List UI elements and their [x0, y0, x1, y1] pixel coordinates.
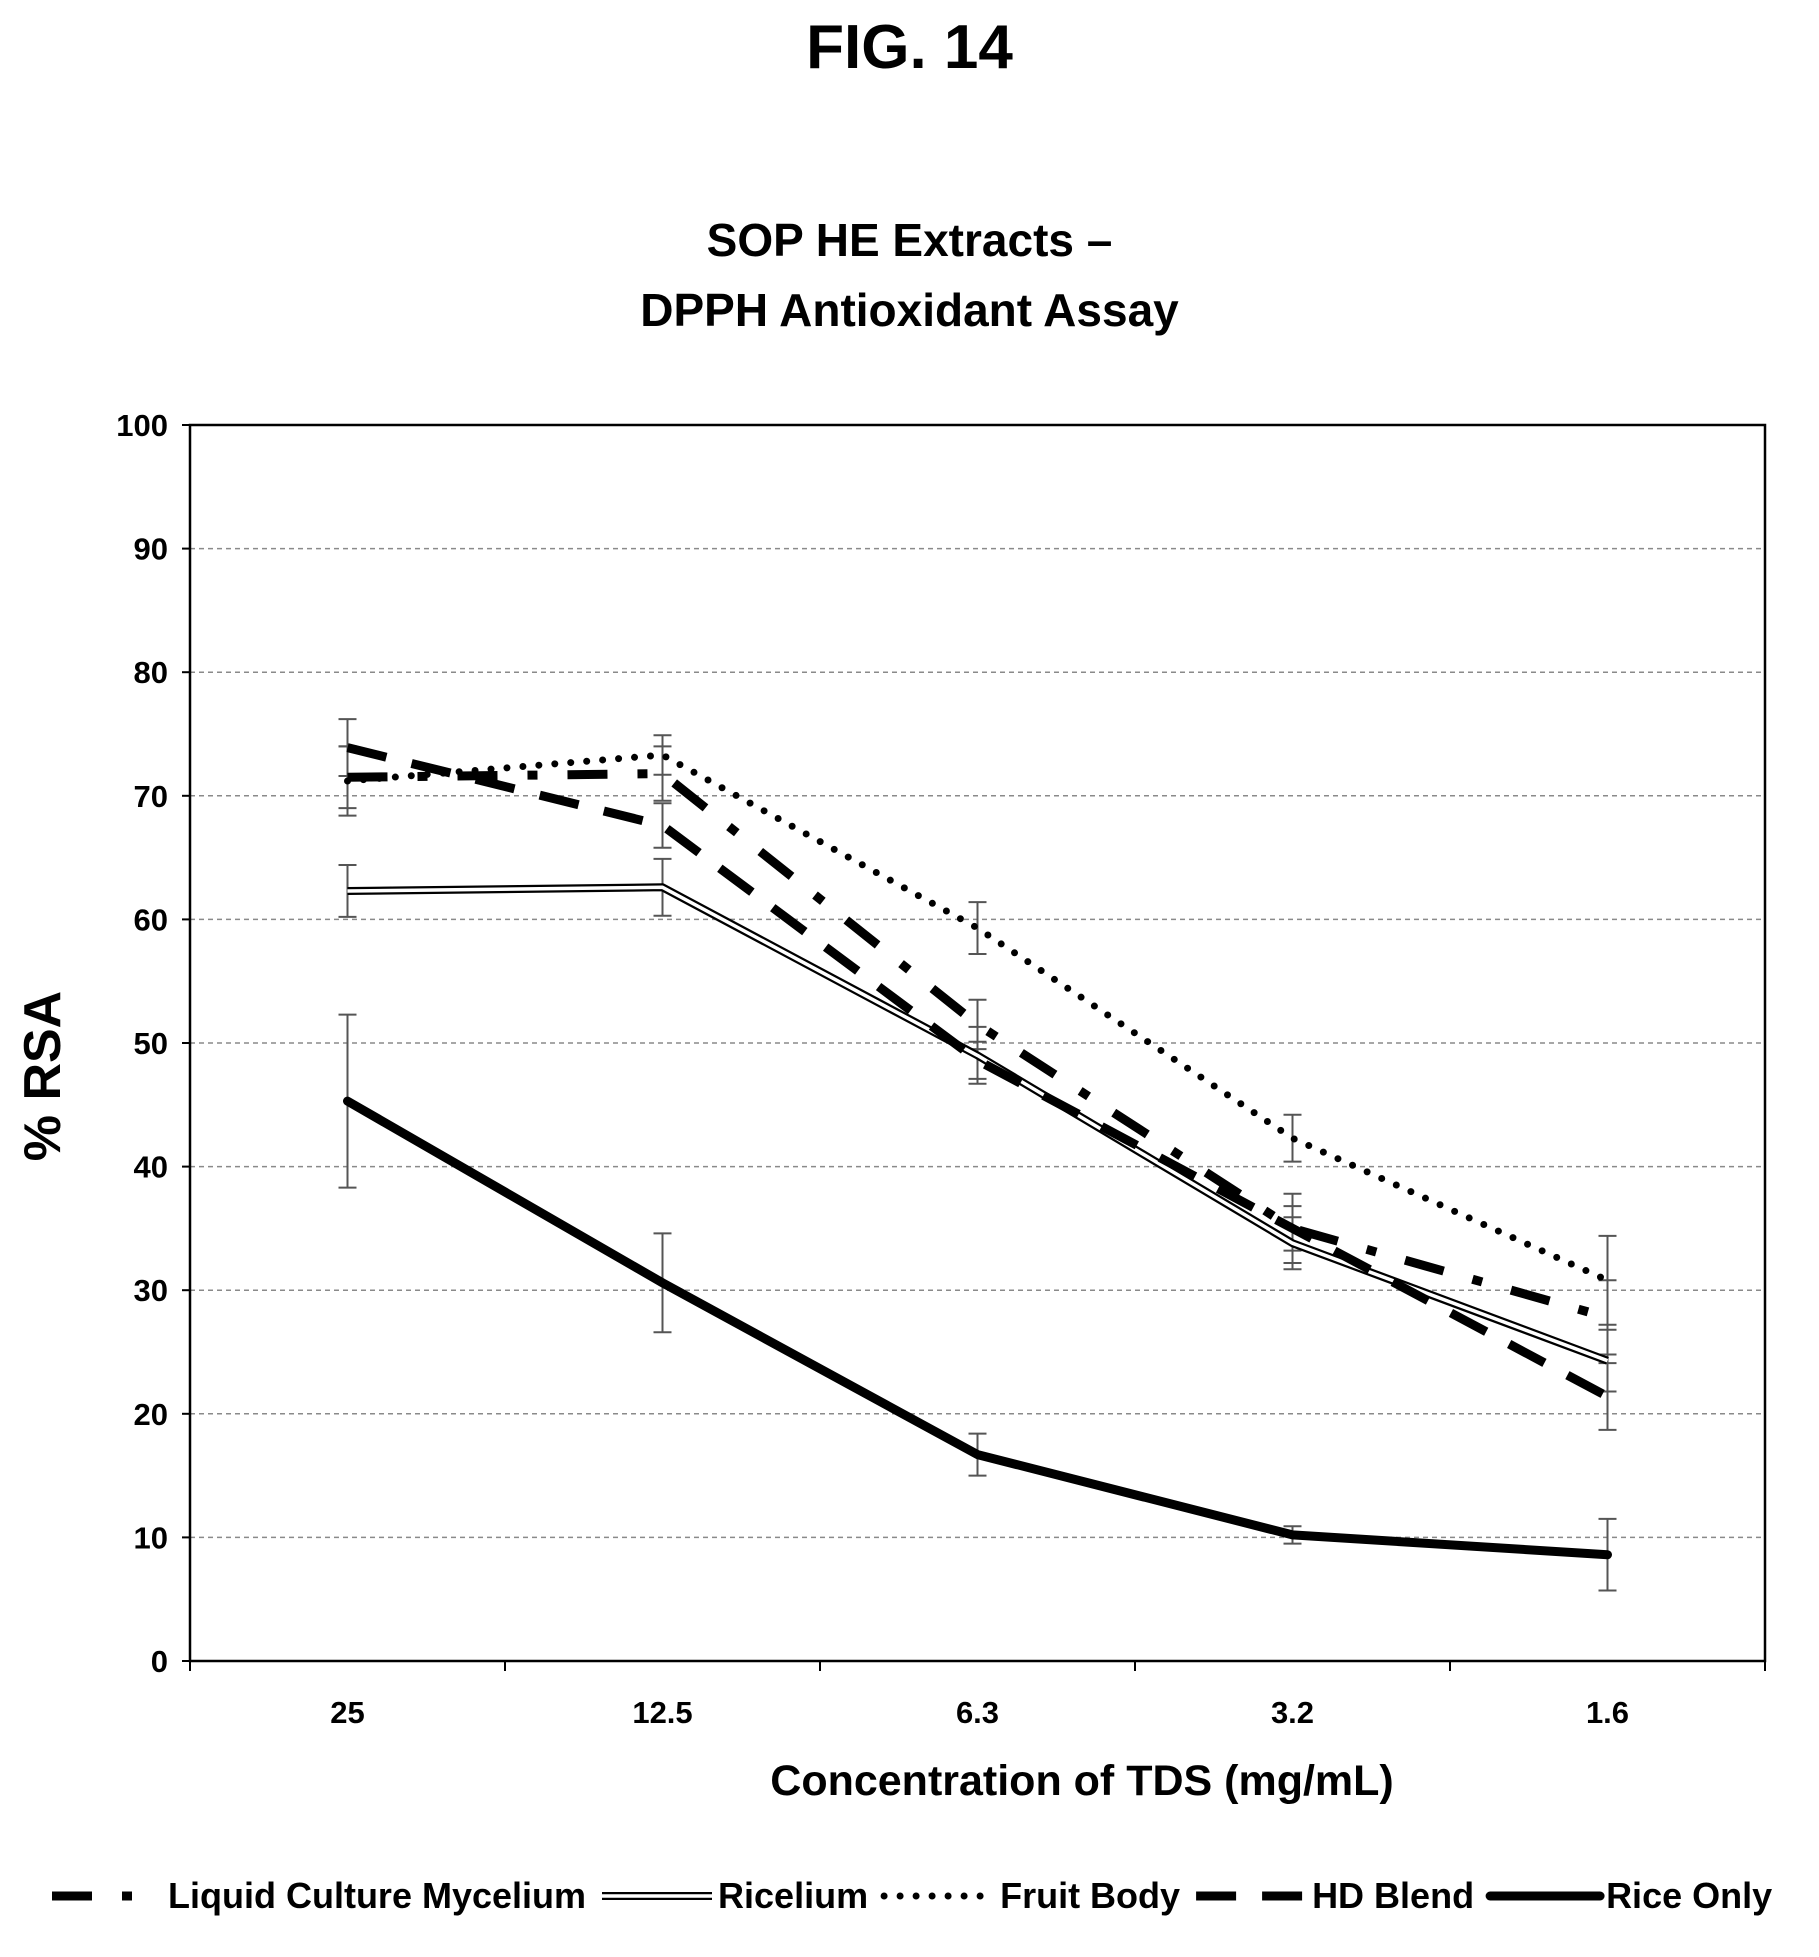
- y-tick-label: 60: [134, 902, 168, 937]
- x-tick-label: 12.5: [632, 1695, 692, 1730]
- x-tick-label: 6.3: [956, 1695, 999, 1730]
- legend-label: Ricelium: [718, 1875, 868, 1916]
- legend-label: Fruit Body: [1000, 1875, 1180, 1916]
- legend-item-ricelium: Ricelium: [602, 1875, 868, 1916]
- chart-title-line-1: SOP HE Extracts –: [706, 214, 1113, 266]
- y-tick-label: 0: [151, 1644, 168, 1679]
- y-tick-label: 40: [134, 1150, 168, 1185]
- x-tick-label: 3.2: [1271, 1695, 1314, 1730]
- series-line-fruit-body: [344, 751, 1611, 1284]
- x-axis-label: Concentration of TDS (mg/mL): [770, 1757, 1393, 1805]
- legend-item-rice-only: Rice Only: [1485, 1875, 1772, 1916]
- series-lines: [343, 743, 1612, 1560]
- y-axis-label: % RSA: [14, 991, 72, 1161]
- plot-frame: [188, 423, 1767, 1663]
- legend-label: Rice Only: [1606, 1875, 1772, 1916]
- legend: Liquid Culture Mycelium Ricelium Fruit Bod…: [52, 1875, 1772, 1916]
- x-tick-label: 1.6: [1586, 1695, 1629, 1730]
- y-tick-label: 100: [116, 408, 168, 443]
- y-tick-label: 30: [134, 1273, 168, 1308]
- chart-title-line-2: DPPH Antioxidant Assay: [640, 284, 1179, 336]
- legend-item-fruit-body: Fruit Body: [880, 1875, 1180, 1916]
- axes: [182, 423, 1767, 1671]
- x-tick-labels: 25 12.5 6.3 3.2 1.6: [330, 1695, 1629, 1730]
- y-tick-label: 70: [134, 779, 168, 814]
- legend-label: HD Blend: [1312, 1875, 1474, 1916]
- y-tick-label: 10: [134, 1520, 168, 1555]
- legend-item-liquid-culture-mycelium: Liquid Culture Mycelium: [52, 1875, 586, 1916]
- series-line-hd-blend: [346, 743, 1610, 1401]
- y-tick-labels: 0 10 20 30 40 50 60 70 80 90 100: [116, 408, 168, 1679]
- y-tick-label: 50: [134, 1026, 168, 1061]
- figure-label: FIG. 14: [806, 13, 1013, 82]
- series-line-rice-only: [343, 1096, 1612, 1560]
- y-tick-label: 20: [134, 1397, 168, 1432]
- y-tick-label: 80: [134, 655, 168, 690]
- legend-item-hd-blend: HD Blend: [1196, 1875, 1474, 1916]
- chart-title: SOP HE Extracts – DPPH Antioxidant Assay: [0, 205, 1819, 345]
- y-tick-label: 90: [134, 532, 168, 567]
- error-bars: [338, 718, 1617, 1592]
- legend-label: Liquid Culture Mycelium: [168, 1875, 586, 1916]
- x-tick-label: 25: [330, 1695, 364, 1730]
